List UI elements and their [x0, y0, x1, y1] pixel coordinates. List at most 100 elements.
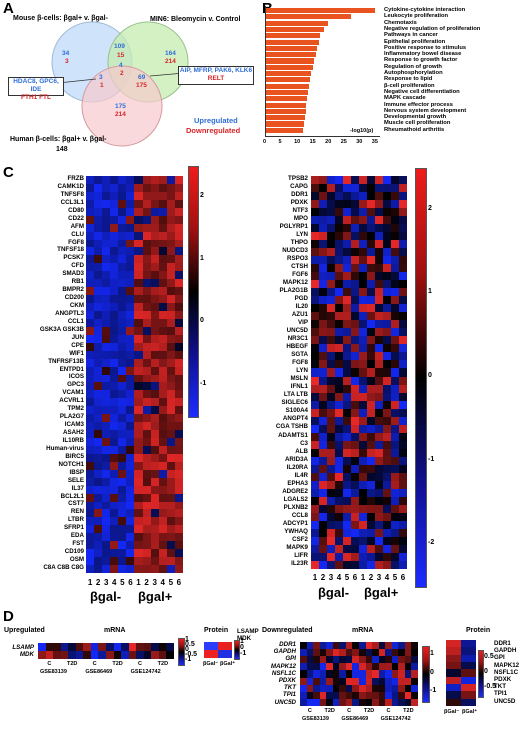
gene-label: BCL2L1	[60, 492, 84, 500]
heatmap-cell	[150, 469, 159, 478]
heatmap-cell	[102, 191, 111, 200]
heatmap-cell	[142, 358, 151, 367]
d-down-gene: PDXK	[278, 676, 296, 684]
heatmap-cell	[343, 200, 351, 209]
pathway-label: Positive response to stimulus	[384, 44, 467, 51]
heatmap-cell	[102, 255, 111, 264]
heatmap-cell	[399, 304, 407, 313]
heatmap-cell	[166, 422, 175, 431]
pathway-label: Cytokine-cytokine interaction	[384, 7, 466, 13]
heatmap-cell	[383, 440, 391, 449]
heatmap-cell	[327, 512, 335, 521]
heatmap-cell	[327, 416, 335, 425]
heatmap-cell	[110, 541, 119, 550]
heatmap-cell	[359, 360, 367, 369]
heatmap-cell	[383, 192, 391, 201]
heatmap-cell	[105, 643, 114, 651]
d-down-protein-gene: NSFL1C	[494, 668, 519, 676]
heatmap-cell	[367, 504, 375, 513]
heatmap-cell	[174, 358, 183, 367]
heatmap-cell	[94, 287, 103, 296]
heatmap-cell	[158, 541, 167, 550]
heatmap-cell	[391, 649, 399, 657]
heatmap-cell	[94, 215, 103, 224]
heatmap-cell	[110, 422, 119, 431]
heatmap-cell	[126, 191, 135, 200]
d-up-protein-heatmap	[204, 642, 232, 658]
heatmap-cell	[134, 517, 143, 526]
heatmap-cell	[383, 280, 391, 289]
heatmap-cell	[335, 384, 343, 393]
heatmap-cell	[375, 304, 383, 313]
heatmap-cell	[375, 464, 383, 473]
heatmap-cell	[319, 642, 327, 650]
heatmap-cell	[367, 400, 375, 409]
colorbar-tick: 1	[430, 650, 434, 658]
heatmap-cell	[158, 342, 167, 351]
heatmap-cell	[86, 445, 95, 454]
heatmap-cell	[126, 509, 135, 518]
heatmap-cell	[300, 677, 307, 685]
heatmap-cell	[319, 480, 327, 489]
heatmap-cell	[110, 263, 119, 272]
heatmap-cell	[385, 670, 392, 678]
protein-cell	[446, 669, 461, 677]
heatmap-cell	[311, 496, 319, 505]
heatmap-cell	[86, 358, 95, 367]
heatmap-cell	[358, 656, 366, 664]
heatmap-cell	[166, 326, 175, 335]
heatmap-cell	[327, 344, 335, 353]
heatmap-cell	[134, 350, 143, 359]
gene-label: REN	[70, 508, 84, 516]
gene-label: ICOS	[68, 373, 84, 381]
heatmap-cell	[359, 208, 367, 217]
heatmap-cell	[306, 642, 314, 650]
heatmap-cell	[150, 485, 159, 494]
heatmap-cell	[86, 374, 95, 383]
heatmap-cell	[126, 223, 135, 232]
heatmap-cell	[110, 247, 119, 256]
heatmap-cell	[126, 430, 135, 439]
heatmap-cell	[94, 557, 103, 566]
heatmap-cell	[174, 223, 183, 232]
heatmap-cell	[378, 642, 386, 650]
heatmap-cell	[158, 445, 167, 454]
heatmap-cell	[311, 560, 319, 569]
heatmap-cell	[352, 656, 359, 664]
heatmap-cell	[383, 456, 391, 465]
heatmap-cell	[102, 533, 111, 542]
heatmap-cell	[383, 480, 391, 489]
heatmap-cell	[411, 663, 418, 671]
heatmap-cell	[126, 390, 135, 399]
heatmap-cell	[327, 392, 335, 401]
heatmap-cell	[326, 670, 333, 678]
heatmap-cell	[367, 248, 375, 257]
heatmap-cell	[102, 541, 111, 550]
heatmap-cell	[166, 366, 175, 375]
heatmap-cell	[126, 239, 135, 248]
heatmap-cell	[375, 512, 383, 521]
heatmap-cell	[335, 352, 343, 361]
heatmap-cell	[332, 649, 340, 657]
heatmap-cell	[391, 208, 399, 217]
column-label: 5	[392, 573, 398, 582]
heatmap-cell	[102, 406, 111, 415]
heatmap-cell	[86, 263, 95, 272]
heatmap-cell	[174, 247, 183, 256]
heatmap-cell	[118, 414, 127, 423]
heatmap-cell	[399, 544, 407, 553]
heatmap-cell	[102, 318, 111, 327]
heatmap-cell	[326, 691, 333, 699]
heatmap-cell	[399, 416, 407, 425]
heatmap-cell	[367, 536, 375, 545]
heatmap-cell	[38, 643, 46, 651]
pathway-bar	[266, 39, 319, 45]
gene-label: ENTPD1	[59, 365, 84, 373]
heatmap-cell	[94, 183, 103, 192]
heatmap-cell	[411, 670, 418, 678]
heatmap-cell	[174, 271, 183, 280]
heatmap-cell	[142, 271, 151, 280]
heatmap-cell	[319, 328, 327, 337]
heatmap-cell	[367, 456, 375, 465]
gene-label: JUN	[71, 333, 84, 341]
